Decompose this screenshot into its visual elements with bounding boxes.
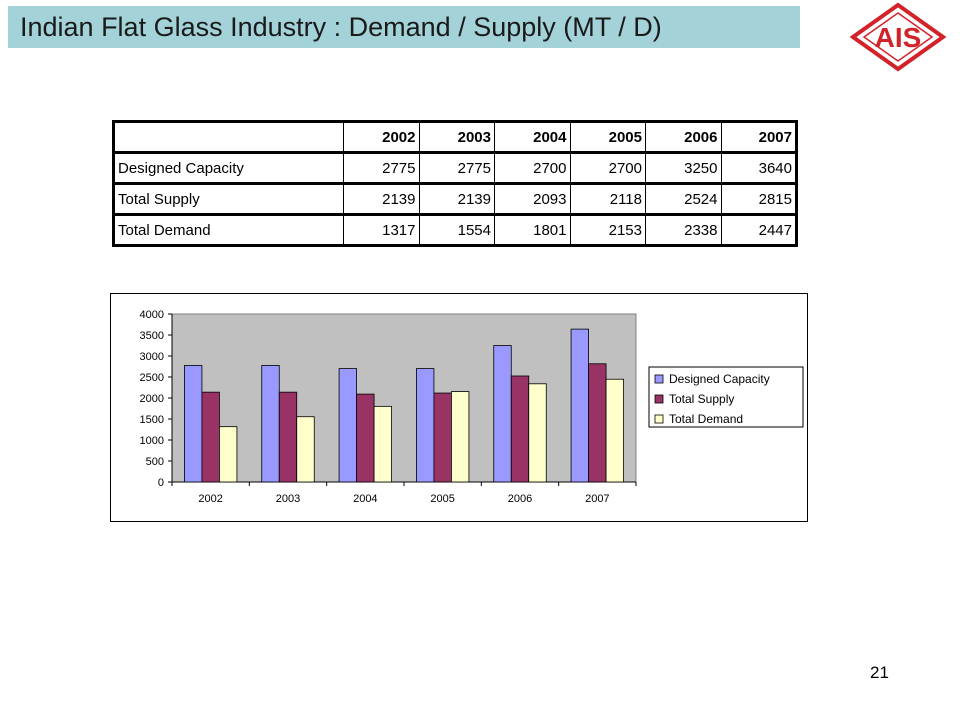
table-cell: 3640 xyxy=(720,152,797,184)
page-title: Indian Flat Glass Industry : Demand / Su… xyxy=(20,11,662,42)
table-column-header: 2002 xyxy=(343,121,420,154)
y-tick-label: 3000 xyxy=(140,351,164,363)
bar-chart: 0 500 1000 1500 2000 2500 3000 3500 4000 2002 2003… xyxy=(140,309,804,505)
ais-logo: AIS xyxy=(850,2,946,72)
table-row: Total Supply 2139 2139 2093 2118 2524 28… xyxy=(113,183,797,215)
table-cell: 1317 xyxy=(343,214,420,246)
legend-label: Designed Capacity xyxy=(669,372,770,386)
table-cell: 2700 xyxy=(569,152,646,184)
x-tick-label: 2003 xyxy=(276,493,300,505)
table-column-header: 2004 xyxy=(494,121,571,154)
bar-designed-capacity xyxy=(338,368,357,483)
table-column-header: 2005 xyxy=(569,121,646,154)
chart-container: 0 500 1000 1500 2000 2500 3000 3500 4000 2002 2003… xyxy=(110,293,808,522)
table-cell: 2139 xyxy=(418,183,495,215)
bar-total-supply xyxy=(278,391,298,483)
table-row-label: Total Supply xyxy=(113,183,344,215)
bar-designed-capacity xyxy=(261,365,280,483)
table-row-label: Total Demand xyxy=(113,214,344,246)
legend-swatch xyxy=(654,414,664,424)
table-cell: 1801 xyxy=(494,214,571,246)
table-cell: 2700 xyxy=(494,152,571,184)
bar-total-supply xyxy=(201,391,220,483)
table-cell: 2815 xyxy=(720,183,797,215)
y-tick-label: 500 xyxy=(146,456,164,468)
y-tick-label: 0 xyxy=(158,477,164,489)
logo-diamond-inner xyxy=(862,12,934,62)
table-cell: 2093 xyxy=(494,183,571,215)
x-tick-label: 2002 xyxy=(198,493,222,505)
x-tick-label: 2005 xyxy=(430,493,454,505)
table-cell: 2524 xyxy=(645,183,722,215)
legend-swatch xyxy=(654,394,664,404)
table-cell: 2153 xyxy=(569,214,646,246)
legend-label: Total Demand xyxy=(669,412,743,426)
y-tick-label: 2000 xyxy=(140,393,164,405)
y-tick-label: 1500 xyxy=(140,414,164,426)
table-column-header: 2003 xyxy=(418,121,495,154)
y-tick-label: 1000 xyxy=(140,435,164,447)
x-tick-label: 2007 xyxy=(585,493,609,505)
table-cell: 2338 xyxy=(645,214,722,246)
table-cell: 3250 xyxy=(645,152,722,184)
bar-designed-capacity xyxy=(493,345,512,483)
logo-text: AIS xyxy=(875,22,922,53)
table-row: Designed Capacity 2775 2775 2700 2700 32… xyxy=(113,152,797,184)
logo-diamond-outer xyxy=(850,2,946,72)
page-number: 21 xyxy=(870,663,889,682)
bar-total-supply xyxy=(356,393,375,483)
bar-designed-capacity xyxy=(570,328,589,483)
title-bar: Indian Flat Glass Industry : Demand / Su… xyxy=(8,6,800,48)
legend-label: Total Supply xyxy=(669,392,734,406)
legend xyxy=(648,366,804,428)
bar-total-demand xyxy=(373,405,392,483)
bar-total-demand xyxy=(219,426,238,483)
bar-total-demand xyxy=(451,391,470,483)
bar-total-supply xyxy=(433,392,452,483)
table-cell: 2447 xyxy=(720,214,797,246)
x-tick-label: 2006 xyxy=(508,493,532,505)
table-cell: 2775 xyxy=(343,152,420,184)
bar-total-supply xyxy=(588,363,607,483)
bar-total-supply xyxy=(510,375,530,483)
table-header-row: 2002 2003 2004 2005 2006 2007 xyxy=(113,121,797,154)
table-cell: 2775 xyxy=(418,152,495,184)
demand-supply-table: 2002 2003 2004 2005 2006 2007 Designed C… xyxy=(112,120,798,247)
x-tick-label: 2004 xyxy=(353,493,377,505)
bar-designed-capacity xyxy=(416,368,435,483)
y-tick-label: 3500 xyxy=(140,330,164,342)
table-cell: 2118 xyxy=(569,183,646,215)
plot-area xyxy=(171,313,637,483)
table-corner-cell xyxy=(113,121,344,154)
table-cell: 1554 xyxy=(418,214,495,246)
table-cell: 2139 xyxy=(343,183,420,215)
bar-total-demand xyxy=(296,416,315,483)
table-column-header: 2007 xyxy=(720,121,797,154)
y-tick-label: 4000 xyxy=(140,309,164,321)
bar-designed-capacity xyxy=(184,365,203,483)
table-column-header: 2006 xyxy=(645,121,722,154)
y-tick-label: 2500 xyxy=(140,372,164,384)
bar-total-demand xyxy=(605,378,624,483)
legend-swatch xyxy=(654,374,664,384)
bar-total-demand xyxy=(528,383,547,483)
table-row: Total Demand 1317 1554 1801 2153 2338 24… xyxy=(113,214,797,246)
table-row-label: Designed Capacity xyxy=(113,152,344,184)
